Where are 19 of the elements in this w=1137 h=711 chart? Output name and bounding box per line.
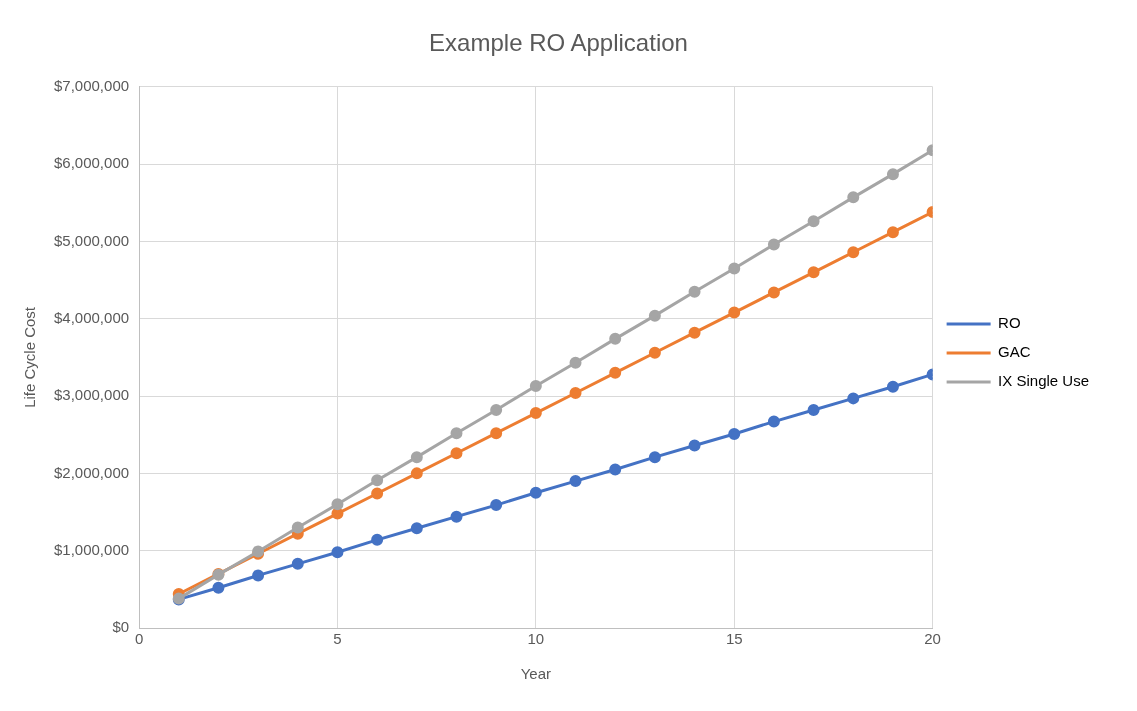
y-tick-label: $2,000,000 — [54, 463, 130, 481]
x-tick-label: 0 — [134, 630, 144, 648]
y-tick-label: $5,000,000 — [54, 231, 130, 249]
x-tick-label: 20 — [924, 630, 941, 648]
y-tick-label: $6,000,000 — [54, 154, 130, 172]
y-tick-label: $7,000,000 — [54, 76, 130, 94]
chart-title: Example RO Application — [429, 29, 688, 57]
y-tick-label: $0 — [112, 618, 130, 636]
x-tick-label: 15 — [725, 630, 743, 648]
y-tick-label: $3,000,000 — [54, 386, 130, 404]
x-tick-label: 10 — [527, 630, 545, 648]
x-axis-title: Year — [520, 665, 551, 683]
y-tick-label: $1,000,000 — [54, 540, 130, 558]
y-tick-label: $4,000,000 — [54, 308, 130, 326]
legend-label: IX Single Use — [998, 372, 1090, 390]
x-tick-label: 5 — [333, 630, 342, 648]
legend-label: GAC — [998, 343, 1031, 361]
legend-label: RO — [998, 314, 1021, 332]
y-axis-title: Life Cycle Cost — [21, 306, 39, 408]
